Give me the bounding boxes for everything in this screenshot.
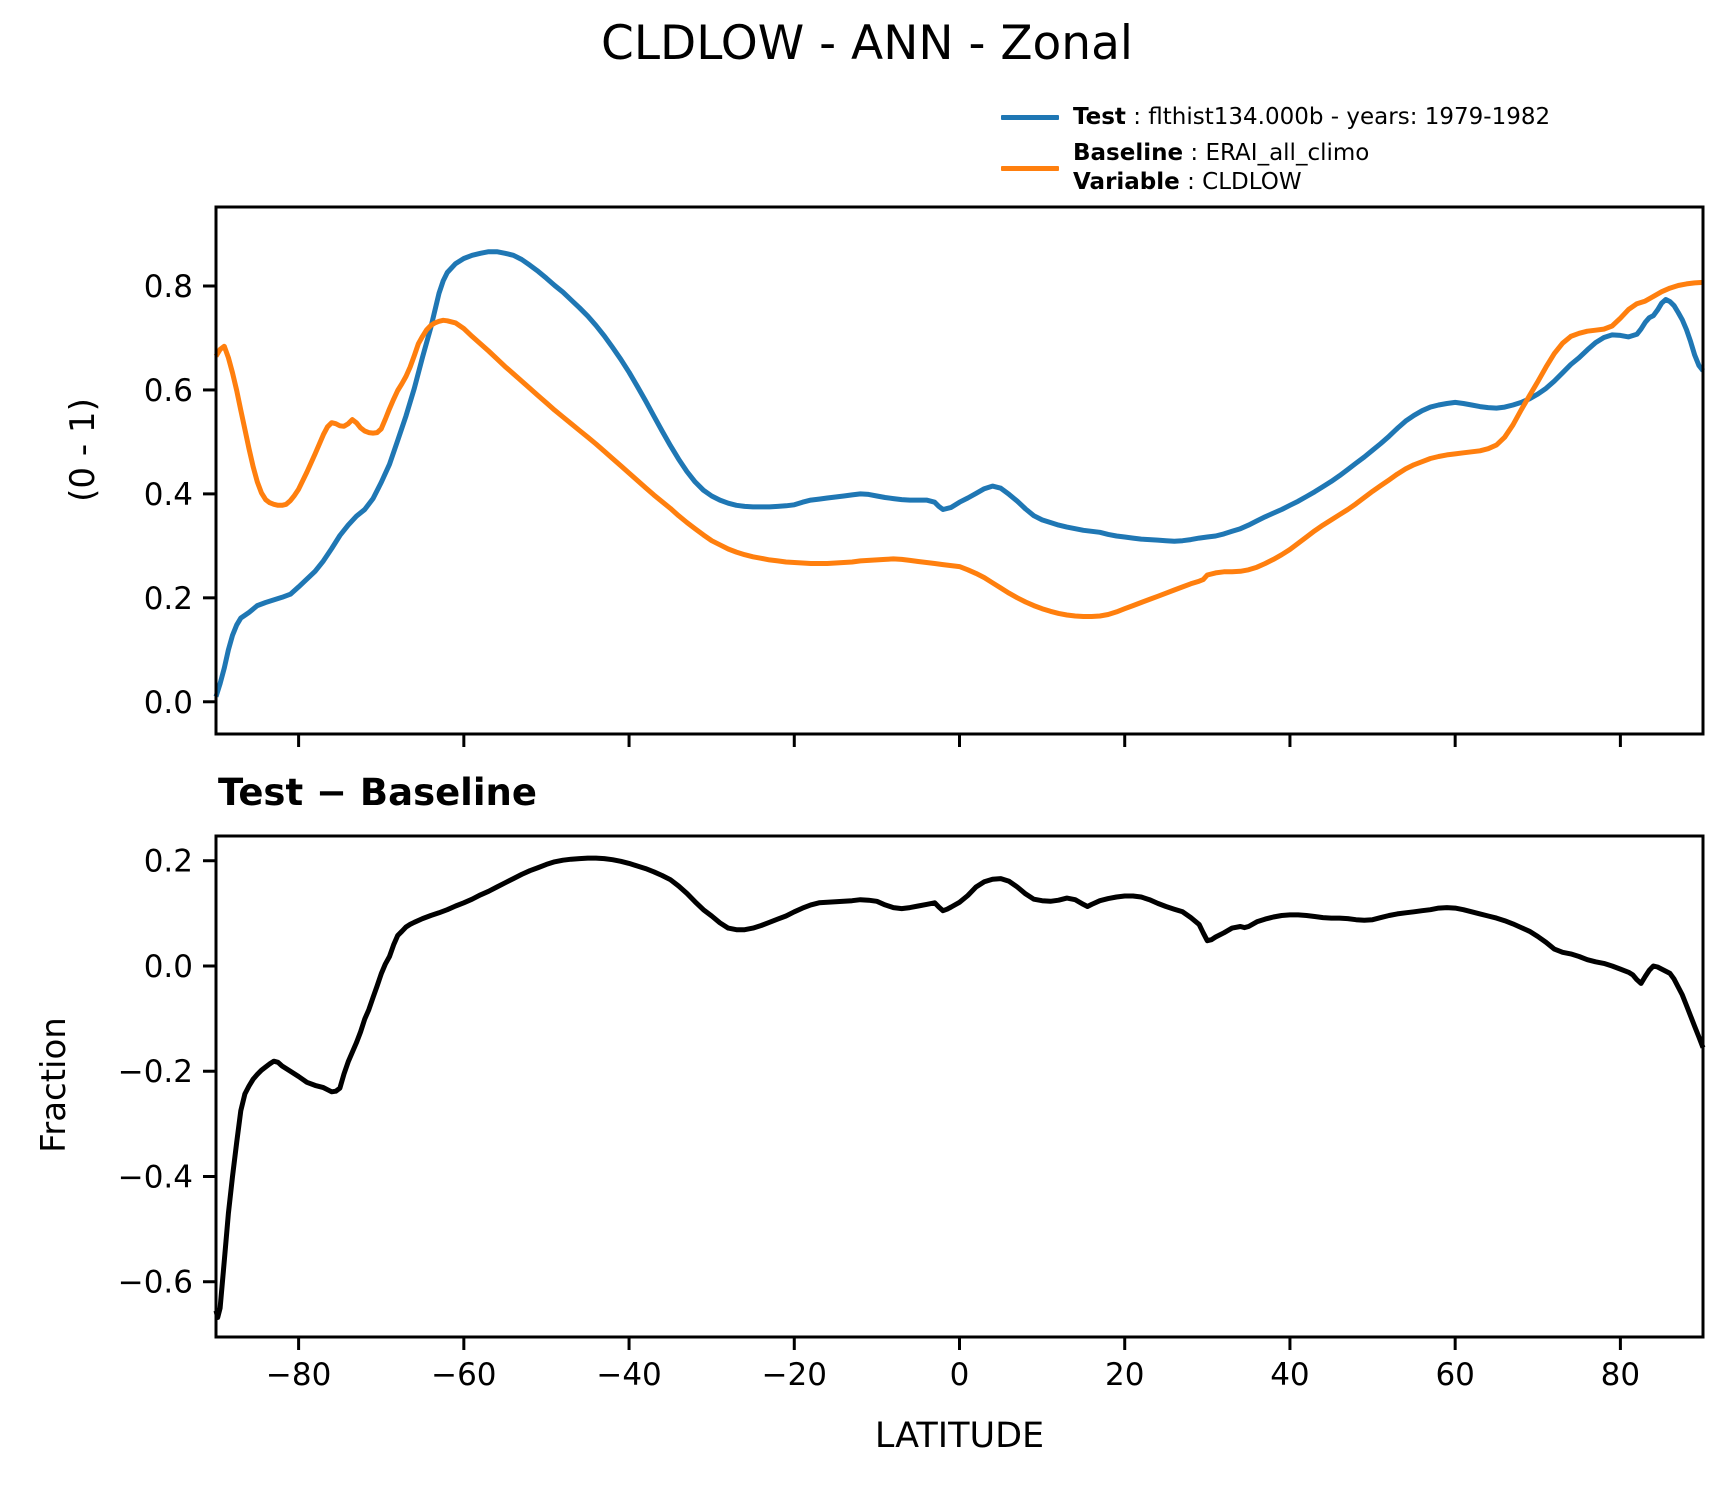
x-tick-label: 20 [1105,1357,1144,1393]
legend-label-baseline-key: Baseline [1073,140,1184,166]
y-tick-label: 0.0 [144,685,193,721]
y-tick-label: 0.0 [144,949,193,985]
x-tick-label: −20 [762,1357,827,1393]
legend-swatch-test [1001,115,1059,120]
legend-swatch-baseline [1001,165,1059,171]
test-line [213,249,1705,698]
legend-entry-test: Test : flthist134.000b - years: 1979-198… [1001,103,1550,132]
y-tick-label: 0.2 [144,844,193,880]
page-title: CLDLOW - ANN - Zonal [601,16,1133,71]
legend-label-baseline-value: : ERAI_all_climo [1183,140,1370,166]
plot-frame-2 [214,834,1705,1339]
y-tick-label: −0.4 [118,1159,193,1195]
legend: Test : flthist134.000b - years: 1979-198… [1001,103,1550,204]
x-tick-label: −40 [596,1357,661,1393]
legend-entry-baseline: Baseline : ERAI_all_climo Variable : CLD… [1001,139,1550,197]
y-tick-label: 0.2 [144,581,193,617]
plot-frame-1 [214,205,1705,736]
y-tick-label: −0.2 [118,1054,193,1090]
legend-label-baseline-line: Baseline : ERAI_all_climo [1073,139,1369,168]
y-tick-label: 0.4 [144,477,193,513]
legend-label-test-value: : flthist134.000b - years: 1979-1982 [1125,104,1551,130]
y-tick-label: 0.6 [144,373,193,409]
legend-label-baseline: Baseline : ERAI_all_climo Variable : CLD… [1073,139,1369,197]
x-tick-label: 40 [1270,1357,1309,1393]
x-tick-label: −60 [431,1357,496,1393]
diff-line [213,855,1706,1320]
x-tick-label: −80 [266,1357,331,1393]
baseline-line [213,279,1704,619]
legend-label-variable-key: Variable [1073,169,1180,195]
legend-label-variable-value: : CLDLOW [1179,169,1302,195]
y-tick-label: −0.6 [118,1265,193,1301]
x-tick-label: 0 [950,1357,970,1393]
legend-label-variable-line: Variable : CLDLOW [1073,168,1369,197]
x-tick-label: 60 [1435,1357,1474,1393]
x-axis-label: LATITUDE [874,1416,1045,1456]
legend-label-test-key: Test [1073,104,1126,130]
y-tick-label: 0.8 [144,269,193,305]
legend-label-test: Test : flthist134.000b - years: 1979-198… [1073,103,1550,132]
bottom-plot-title: Test − Baseline [218,771,537,814]
x-tick-label: 80 [1601,1357,1640,1393]
